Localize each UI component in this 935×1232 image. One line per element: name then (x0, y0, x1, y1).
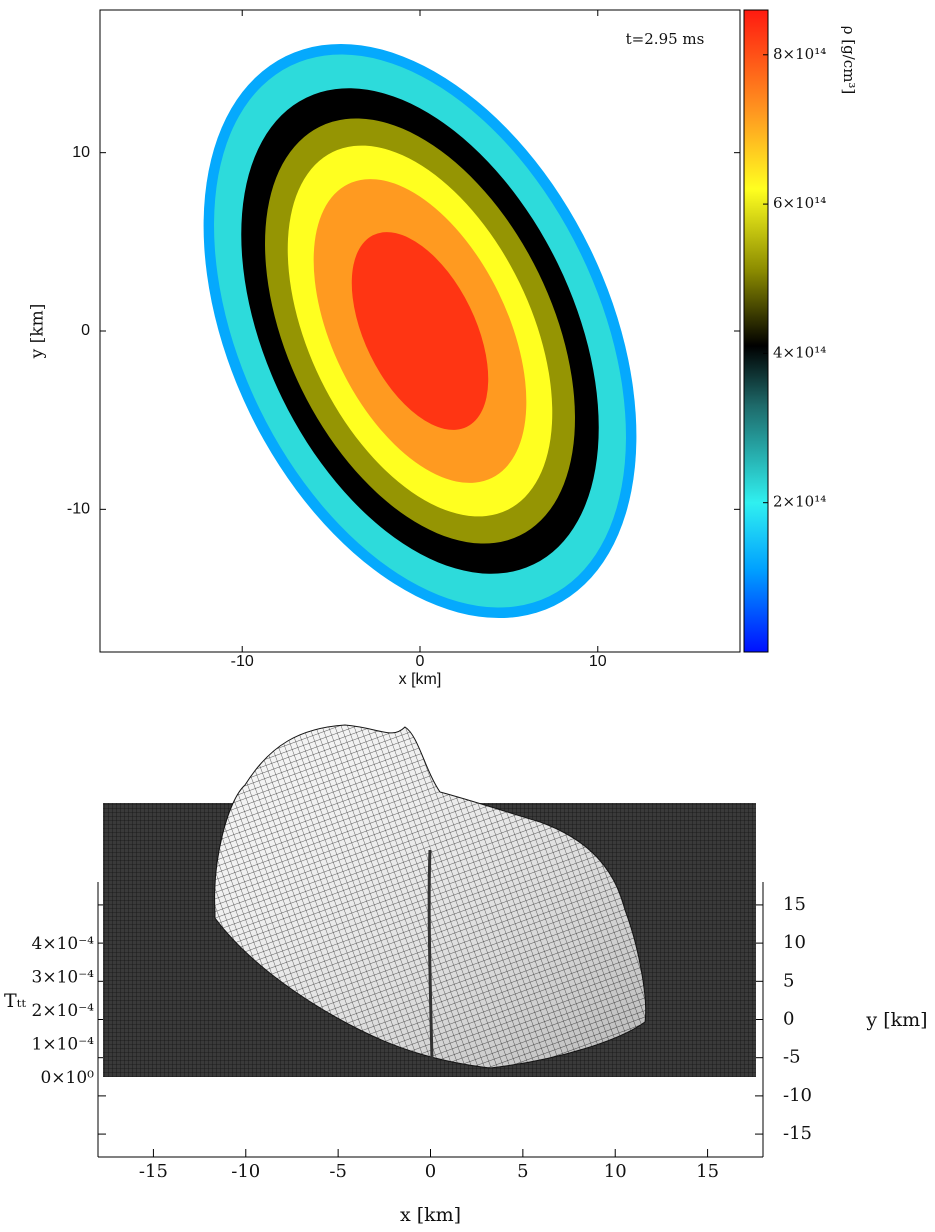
x-tick-label: -10 (231, 653, 254, 670)
x-tick-label: 10 (604, 1161, 627, 1182)
z-tick-label: 1×10⁻⁴ (32, 1035, 95, 1055)
surface-panel: Tₜₜ -15 -10 -5 0 5 10 15 -15 -10 -5 0 5 10 15 0×10⁰ 1×1… (4, 724, 928, 1226)
z-tick-label: 2×10⁻⁴ (32, 1001, 95, 1021)
y-axis-label: y [km] (865, 1009, 927, 1031)
x-tick-label: 0 (425, 1161, 436, 1182)
colorbar-tick-label: 4×10¹⁴ (773, 343, 826, 361)
y-tick-label: 10 (72, 144, 90, 161)
colorbar (743, 9, 769, 653)
y-tick-label: -10 (783, 1085, 812, 1106)
y-tick-label: 0 (783, 1009, 794, 1030)
x-tick-label: -5 (329, 1161, 347, 1182)
colorbar-tick-label: 2×10¹⁴ (773, 493, 826, 511)
y-tick-label: 0 (81, 322, 90, 339)
annotation: t=2.95 ms (626, 30, 705, 48)
y-tick-label: 5 (783, 970, 794, 991)
surface-ridge (427, 849, 434, 1061)
x-tick-label: 0 (416, 653, 425, 670)
x-tick-label: 15 (696, 1161, 719, 1182)
y-tick-label: -15 (783, 1123, 812, 1144)
y-tick-label: 10 (783, 932, 806, 953)
y-tick-label: 15 (783, 894, 806, 915)
x-tick-label: 5 (517, 1161, 528, 1182)
colorbar-tick-label: 6×10¹⁴ (773, 194, 826, 212)
x-tick-label: 10 (589, 653, 607, 670)
density-level (351, 232, 489, 430)
y-tick-label: -5 (783, 1047, 801, 1068)
colorbar-tick-label: 8×10¹⁴ (773, 45, 826, 63)
z-tick-label: 3×10⁻⁴ (32, 968, 95, 988)
x-tick-label: -10 (231, 1161, 260, 1182)
z-tick-label: 0×10⁰ (40, 1068, 94, 1088)
z-axis-label: Tₜₜ (4, 990, 26, 1012)
contours (203, 43, 637, 619)
y-tick-label: -10 (67, 501, 90, 518)
x-tick-label: -15 (139, 1161, 168, 1182)
z-tick-label: 4×10⁻⁴ (32, 934, 95, 954)
x-axis-label: x [km] (400, 1204, 461, 1226)
x-axis-label: x [km] (399, 671, 442, 688)
y-axis-label: y [km] (28, 304, 48, 360)
density-panel: -10 0 10 -10 0 10 x [km] y [km] t=2.95 ms 2×10¹⁴ 4… (28, 9, 858, 688)
colorbar-label: ρ [g/cm³] (840, 26, 858, 95)
